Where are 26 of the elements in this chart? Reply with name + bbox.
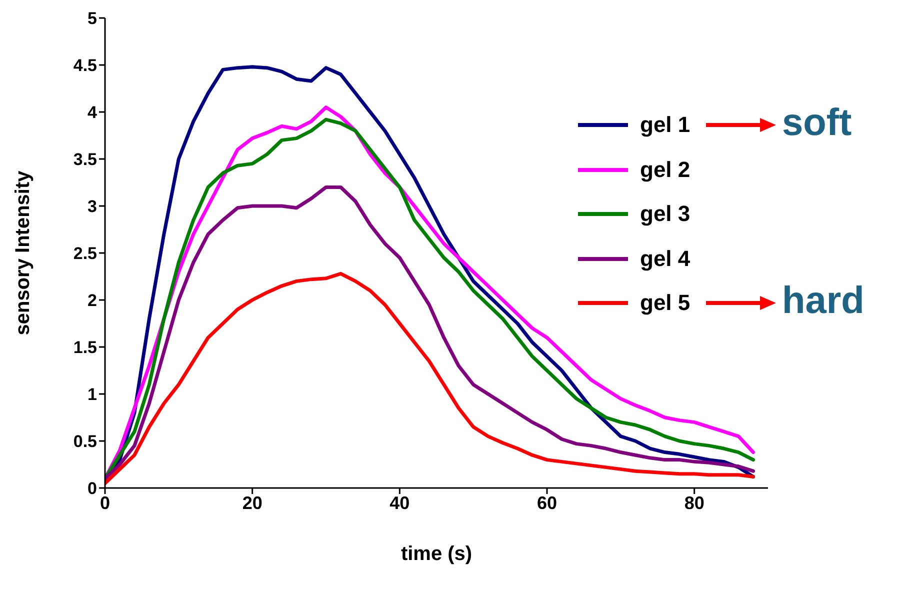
x-tick-label: 40: [390, 492, 410, 513]
x-tick-label: 20: [242, 492, 262, 513]
legend-label: gel 1: [640, 112, 690, 138]
y-tick-label: 2.5: [73, 244, 97, 264]
y-tick-label: 4.5: [73, 56, 97, 76]
y-tick-label: 0: [88, 479, 97, 498]
x-axis-title: time (s): [400, 543, 472, 566]
text: hard: [782, 279, 864, 324]
legend-label: gel 3: [640, 201, 690, 228]
x-tick-label: 60: [536, 492, 558, 513]
y-axis-title: sensory Intensity: [12, 170, 34, 336]
legend-label: gel 5: [640, 290, 690, 316]
y-tick-label: 0.5: [73, 432, 97, 452]
y-tick-label: 3: [88, 197, 97, 216]
y-tick-label: 4: [88, 103, 98, 122]
line-series: [105, 272, 756, 486]
legend-label: gel 2: [640, 156, 690, 183]
y-tick-label: 5: [88, 9, 97, 28]
y-tick-label: 1.5: [73, 338, 97, 358]
legend-label: gel 4: [640, 246, 690, 272]
y-tick-label: 2: [88, 291, 97, 310]
y-tick-label: 1: [88, 385, 97, 404]
text: soft: [782, 101, 852, 146]
y-tick-label: 3.5: [73, 150, 97, 170]
line-series: [105, 185, 756, 480]
x-tick-label: 80: [684, 492, 704, 513]
